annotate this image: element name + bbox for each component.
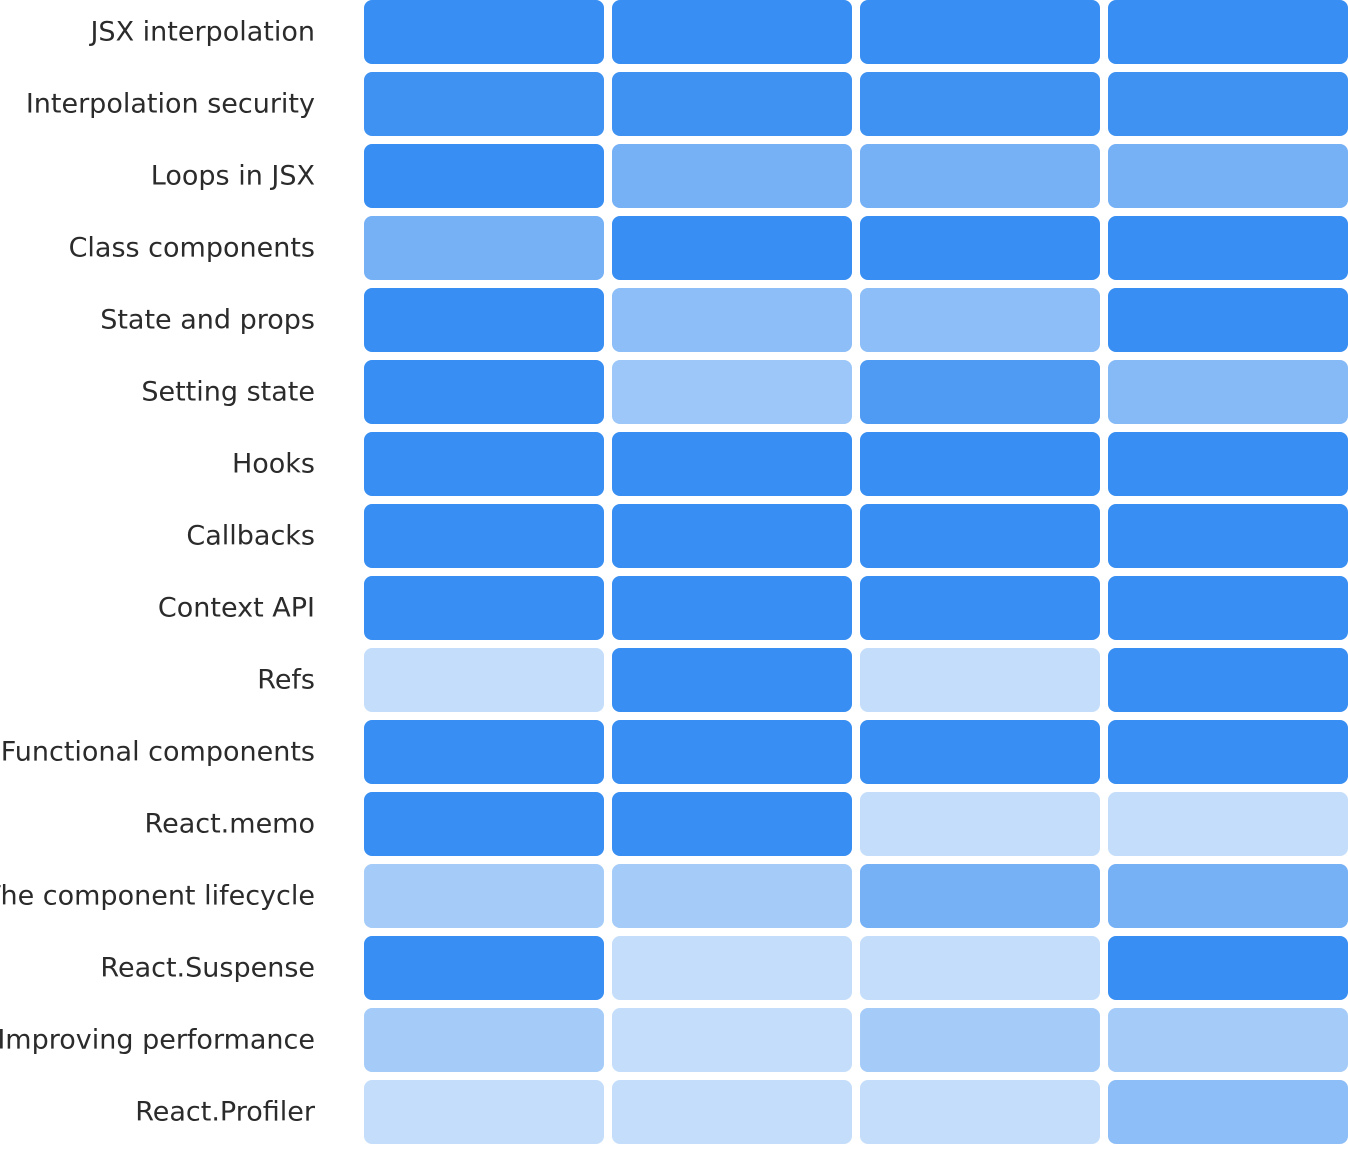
heatmap-cell: [612, 432, 852, 496]
heatmap-cell: [612, 576, 852, 640]
heatmap-cell: [612, 360, 852, 424]
row-label: Improving performance: [0, 1025, 315, 1056]
heatmap-cell: [364, 936, 604, 1000]
heatmap-cell: [860, 864, 1100, 928]
heatmap-cell: [612, 720, 852, 784]
row-label: Interpolation security: [26, 89, 315, 120]
heatmap-cell: [1108, 360, 1348, 424]
heatmap-cell: [1108, 72, 1348, 136]
row-label: Setting state: [141, 377, 315, 408]
heatmap-cell: [1108, 576, 1348, 640]
heatmap-cell: [612, 864, 852, 928]
heatmap-cell: [860, 288, 1100, 352]
row-label: Class components: [69, 233, 315, 264]
heatmap-cell: [364, 288, 604, 352]
heatmap-cell: [1108, 864, 1348, 928]
heatmap-cell: [1108, 648, 1348, 712]
row-label: State and props: [100, 305, 315, 336]
row-label: React.Profiler: [135, 1097, 316, 1128]
heatmap-cell: [364, 720, 604, 784]
heatmap-cell: [612, 144, 852, 208]
heatmap-cell: [860, 1008, 1100, 1072]
heatmap-cell: [860, 720, 1100, 784]
heatmap-cell: [1108, 792, 1348, 856]
heatmap-cell: [364, 792, 604, 856]
heatmap-cell: [1108, 504, 1348, 568]
heatmap-cell: [1108, 288, 1348, 352]
row-label: Hooks: [232, 449, 315, 480]
heatmap-cell: [860, 144, 1100, 208]
heatmap-cell: [1108, 0, 1348, 64]
heatmap-cell: [364, 72, 604, 136]
heatmap-cell: [612, 216, 852, 280]
row-label: Loops in JSX: [151, 161, 315, 192]
heatmap-cell: [860, 792, 1100, 856]
heatmap-cell: [612, 792, 852, 856]
heatmap-cell: [364, 504, 604, 568]
heatmap-cell: [612, 504, 852, 568]
row-labels: JSX interpolation Interpolation security L…: [0, 17, 316, 1128]
heatmap-cell: [612, 1080, 852, 1144]
heatmap-cell: [1108, 936, 1348, 1000]
heatmap-cell: [860, 576, 1100, 640]
heatmap-cell: [860, 936, 1100, 1000]
heatmap-cell: [860, 216, 1100, 280]
heatmap-cell: [1108, 1080, 1348, 1144]
heatmap-cell: [612, 0, 852, 64]
heatmap-cell: [364, 1008, 604, 1072]
heatmap-cell: [1108, 1008, 1348, 1072]
heatmap-cell: [612, 288, 852, 352]
heatmap-cell: [364, 576, 604, 640]
heatmap-cell: [364, 0, 604, 64]
heatmap-cell: [612, 648, 852, 712]
heatmap-cell: [364, 144, 604, 208]
heatmap-cell: [364, 864, 604, 928]
heatmap-cell: [1108, 432, 1348, 496]
heatmap-cells: [364, 0, 1348, 1144]
heatmap-cell: [1108, 720, 1348, 784]
heatmap-cell: [364, 216, 604, 280]
heatmap-cell: [364, 648, 604, 712]
heatmap-cell: [1108, 144, 1348, 208]
heatmap-cell: [860, 0, 1100, 64]
heatmap-cell: [364, 432, 604, 496]
heatmap-cell: [1108, 216, 1348, 280]
row-label: JSX interpolation: [88, 17, 315, 48]
row-label: Refs: [257, 665, 315, 696]
row-label: The component lifecycle: [0, 881, 315, 912]
heatmap-cell: [364, 360, 604, 424]
heatmap-cell: [364, 1080, 604, 1144]
row-label: Functional components: [1, 737, 315, 768]
row-label: React.Suspense: [100, 953, 315, 984]
heatmap-cell: [860, 72, 1100, 136]
heatmap-cell: [612, 1008, 852, 1072]
row-label: Callbacks: [186, 521, 315, 552]
heatmap-cell: [612, 936, 852, 1000]
heatmap-cell: [860, 504, 1100, 568]
heatmap-cell: [860, 360, 1100, 424]
heatmap-cell: [860, 1080, 1100, 1144]
heatmap-cell: [612, 72, 852, 136]
row-label: React.memo: [145, 809, 315, 840]
heatmap-cell: [860, 432, 1100, 496]
row-label: Context API: [158, 593, 315, 624]
heatmap-cell: [860, 648, 1100, 712]
